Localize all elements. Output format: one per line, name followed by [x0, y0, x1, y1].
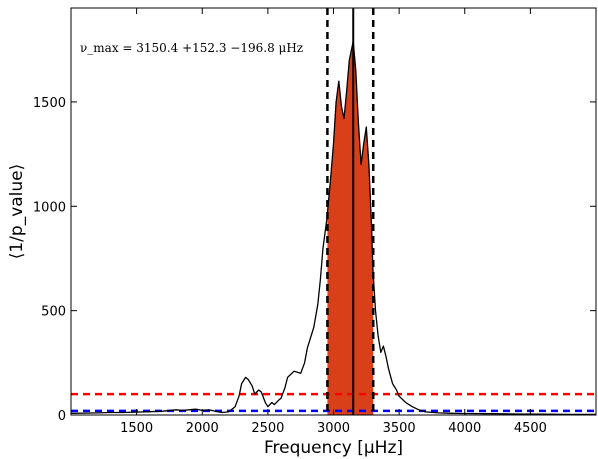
- series-line: [71, 40, 596, 415]
- plot-frame: [70, 7, 597, 416]
- numax-annotation: ν_max = 3150.4 +152.3 −196.8 μHz: [80, 41, 303, 55]
- tick-layer: 1500 2000 2500 3000 3500 4000 4500 0 500 1000 1500: [33, 8, 596, 436]
- y-tick-label: 1000: [33, 200, 66, 215]
- x-tick-label: 4500: [514, 421, 547, 436]
- x-tick-label: 1500: [120, 421, 153, 436]
- x-tick-label: 4000: [448, 421, 481, 436]
- x-axis-label: Frequency [μHz]: [264, 438, 403, 458]
- y-tick-label: 1500: [33, 96, 66, 111]
- numax-fill-region: [327, 41, 374, 415]
- y-tick-label: 0: [58, 409, 66, 424]
- y-axis-label: ⟨1/p_value⟩: [7, 164, 27, 260]
- x-tick-label: 2500: [251, 421, 284, 436]
- y-tick-label: 500: [41, 305, 66, 320]
- x-tick-label: 2000: [186, 421, 219, 436]
- x-tick-label: 3000: [317, 421, 350, 436]
- x-tick-label: 3500: [383, 421, 416, 436]
- plot-layer: [71, 8, 596, 415]
